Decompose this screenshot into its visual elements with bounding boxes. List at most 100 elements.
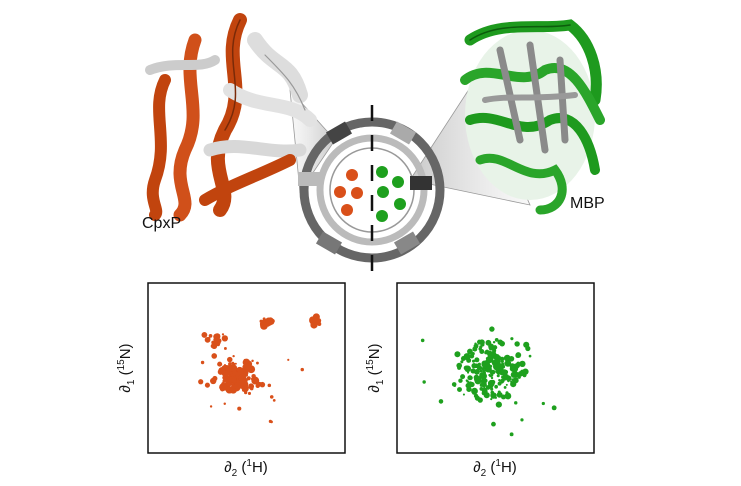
peak [201, 332, 208, 338]
peak [217, 361, 223, 367]
axis-label-part: 1 [126, 379, 137, 385]
peak [228, 362, 232, 366]
peak [300, 367, 304, 372]
peak [256, 361, 259, 365]
peak [514, 341, 520, 347]
peak [251, 359, 254, 363]
peak [489, 374, 492, 378]
peak [496, 374, 500, 378]
peak [477, 339, 482, 345]
peak [515, 353, 520, 358]
peak [462, 393, 465, 396]
peak [207, 337, 211, 341]
peak [422, 380, 426, 384]
peak [237, 406, 242, 411]
peak [528, 354, 532, 358]
peak [474, 368, 480, 375]
peak [231, 384, 236, 389]
peak [485, 385, 489, 388]
peak [246, 376, 251, 381]
peak [224, 386, 230, 392]
peak [243, 358, 246, 361]
peak [485, 366, 492, 373]
peak [473, 374, 480, 381]
spectrum-frame [396, 282, 595, 454]
peak [514, 401, 518, 405]
peak [262, 319, 266, 323]
peak [438, 399, 444, 404]
axis-label-part: ∂ [224, 459, 231, 476]
peak [457, 365, 462, 370]
peak [490, 376, 494, 380]
peak [231, 377, 237, 383]
peak [499, 340, 505, 347]
peak [506, 374, 509, 377]
peak [225, 365, 233, 373]
axis-label: ∂2 (1H) [224, 458, 268, 479]
axis-label-part: 1 [246, 458, 252, 469]
peak [243, 369, 249, 376]
axis-label-part: ∂ [366, 385, 383, 392]
peak [224, 347, 227, 350]
peak [250, 377, 254, 381]
axis-label-part: 1 [375, 379, 386, 385]
peak [489, 355, 494, 361]
peak [467, 375, 473, 381]
peak [483, 378, 488, 383]
peak [465, 382, 471, 389]
peak [541, 401, 545, 406]
peak [490, 369, 496, 375]
peak [208, 334, 213, 338]
peak [494, 384, 498, 389]
peak [477, 362, 481, 366]
spectrum-peaks [420, 326, 557, 437]
peak [454, 351, 461, 358]
axis-label: ∂1 (15N) [116, 343, 137, 392]
peak [482, 369, 486, 373]
peak [260, 322, 268, 330]
spectrum-frame [147, 282, 346, 454]
peak [510, 380, 513, 383]
peak [510, 337, 514, 341]
peak [204, 382, 210, 388]
peak [500, 371, 503, 374]
cpxp-structure [145, 13, 317, 222]
peak [226, 377, 233, 384]
peak [477, 397, 483, 403]
peak [244, 391, 248, 395]
peak [466, 380, 470, 383]
axis-label-part: ∂ [473, 459, 480, 476]
peak [507, 379, 510, 383]
axis-label-part: 1 [495, 458, 501, 469]
axis-label-part: ∂ [117, 385, 134, 392]
peak [509, 432, 514, 437]
peak [511, 378, 515, 382]
peak [505, 383, 508, 386]
peak [241, 388, 246, 392]
peak [504, 392, 512, 400]
peak [287, 358, 290, 361]
peak [259, 319, 263, 323]
axis-label-part: 15 [116, 359, 127, 371]
peak [492, 340, 496, 344]
peak [490, 390, 495, 395]
peak [471, 387, 478, 395]
peak [495, 401, 502, 408]
axis-label-part: 2 [232, 468, 238, 479]
peak [488, 343, 495, 350]
peak [223, 402, 226, 406]
peak [233, 367, 237, 371]
peak [498, 378, 501, 382]
peak [265, 318, 273, 326]
peak [221, 381, 225, 385]
nanodisc [298, 105, 445, 282]
peak [500, 356, 505, 361]
peak [484, 351, 488, 355]
peak [519, 360, 526, 368]
peak [315, 318, 322, 324]
peak [269, 395, 274, 399]
peak [497, 381, 502, 386]
peak [200, 360, 205, 365]
peak [479, 349, 482, 352]
peak [211, 353, 218, 359]
